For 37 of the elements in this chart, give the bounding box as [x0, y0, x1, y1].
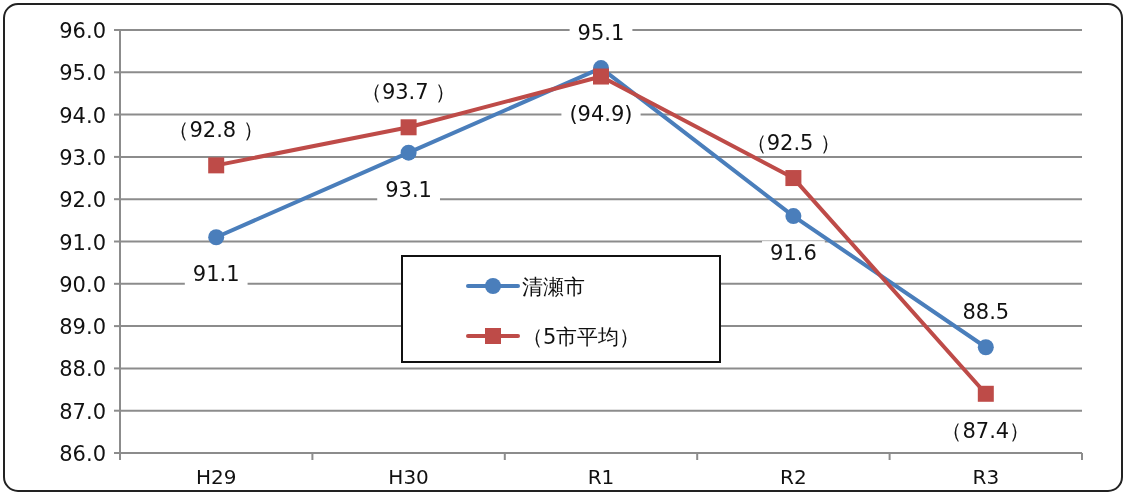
data-label: （92.8 ） [168, 118, 264, 143]
legend-label: （5市平均） [522, 325, 641, 349]
x-tick-label: R2 [780, 465, 807, 489]
y-tick-label: 86.0 [59, 442, 106, 466]
legend-label: 清瀬市 [522, 275, 585, 299]
data-label: 91.1 [192, 262, 240, 287]
point [593, 68, 609, 85]
y-tick-label: 93.0 [59, 145, 106, 170]
point [785, 170, 802, 187]
x-tick-label: H29 [195, 465, 237, 489]
point [977, 385, 994, 402]
point [977, 339, 994, 356]
point [208, 157, 225, 174]
x-tick-label: H30 [388, 465, 429, 489]
data-label: 91.6 [770, 241, 817, 266]
y-tick-label: 88.0 [59, 357, 106, 382]
point [785, 208, 802, 225]
data-label: (94.9) [569, 101, 633, 126]
y-tick-label: 94.0 [59, 103, 106, 128]
y-tick-label: 91.0 [59, 230, 106, 255]
data-label: 95.1 [577, 21, 625, 46]
x-tick-label: R3 [972, 465, 1000, 489]
x-tick-label: R1 [587, 465, 615, 489]
y-tick-label: 92.0 [59, 188, 106, 213]
y-tick-label: 96.0 [59, 19, 106, 43]
point [400, 144, 417, 161]
y-tick-label: 89.0 [59, 315, 106, 340]
data-label: 93.1 [385, 177, 432, 202]
y-tick-label: 87.0 [59, 399, 106, 424]
data-label: 88.5 [962, 300, 1010, 325]
data-label: （87.4） [941, 418, 1031, 443]
y-tick-label: 95.0 [59, 61, 106, 86]
point [400, 119, 417, 136]
y-tick-label: 90.0 [59, 272, 106, 297]
point [208, 229, 225, 246]
data-label: （92.5 ） [745, 131, 842, 156]
data-label: （93.7 ） [360, 80, 457, 105]
